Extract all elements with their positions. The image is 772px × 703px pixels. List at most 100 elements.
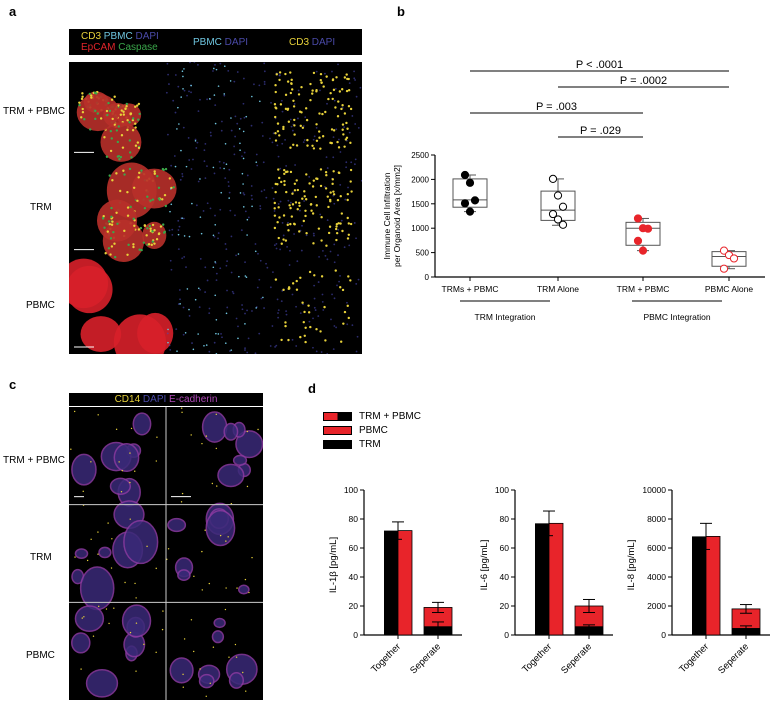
legend-item: TRM + PBMC: [323, 409, 421, 423]
panel-c-header: CD14 DAPI E-cadherin: [69, 393, 263, 406]
data-point: [633, 236, 643, 245]
legend-item: TRM: [323, 437, 421, 451]
y-tick-label: 80: [500, 514, 510, 524]
panel-a-row-label: PBMC: [26, 300, 55, 311]
channel-label: PBMC: [101, 31, 133, 42]
panel-a-header: CD3 PBMC DAPI EpCAM Caspase PBMC DAPI CD3…: [69, 29, 362, 55]
p-value-label: P = .003: [536, 101, 577, 113]
organoid: [235, 430, 264, 459]
organoid: [71, 453, 97, 486]
box: [452, 178, 488, 208]
y-tick-label: 0: [661, 630, 666, 640]
y-axis-label: IL-1β [pg/mL]: [328, 537, 339, 593]
organoid: [201, 411, 228, 443]
panel-d-legend: TRM + PBMC PBMC TRM: [323, 409, 421, 451]
panel-a-row-label: TRM: [30, 202, 52, 213]
organoid: [80, 316, 122, 353]
legend-label: PBMC: [359, 424, 388, 436]
panel-c-row-label: PBMC: [26, 650, 55, 661]
panel-c-micrograph-grid: [69, 407, 264, 700]
panel-a-header-col3: CD3 DAPI: [289, 37, 335, 48]
legend-label: TRM: [359, 438, 381, 450]
data-point: [729, 254, 739, 263]
panel-c-letter: c: [9, 377, 17, 392]
organoid: [123, 519, 159, 565]
organoid: [213, 617, 226, 629]
channel-label: Caspase: [115, 42, 158, 53]
organoid: [74, 548, 89, 559]
channel-label: DAPI: [309, 37, 336, 48]
organoid: [211, 630, 225, 644]
x-tick-label: Together: [520, 641, 554, 675]
organoid: [232, 454, 248, 466]
data-point: [465, 207, 475, 216]
y-tick-label: 10000: [642, 485, 666, 495]
panel-d-bar-charts: 0 20 40 60 80 100 IL-1β [pg/mL] Together Seperat…: [320, 475, 772, 703]
x-tick-label: Seperate: [716, 641, 751, 676]
data-point: [553, 215, 563, 224]
panel-b-letter: b: [397, 4, 405, 19]
panel-a-header-col2: PBMC DAPI: [193, 37, 248, 48]
data-point: [553, 191, 563, 200]
panel-c-row-label: TRM: [30, 552, 52, 563]
panel-a-letter: a: [9, 4, 17, 19]
group-label: PBMC Integration: [643, 312, 710, 322]
panel-a-row-label: TRM + PBMC: [3, 106, 65, 117]
data-point: [719, 246, 729, 255]
x-tick-label: Together: [677, 641, 711, 675]
y-tick-label: 2500: [411, 151, 429, 160]
data-point: [558, 202, 568, 211]
bar-together-trm: [535, 523, 549, 635]
x-tick-label: PBMC Alone: [705, 284, 753, 294]
organoid: [71, 632, 91, 654]
organoid: [74, 605, 105, 633]
channel-label: E-cadherin: [166, 394, 218, 405]
channel-label: CD3: [289, 37, 310, 48]
channel-label: PBMC: [193, 37, 222, 48]
legend-swatch-red: [323, 425, 352, 435]
y-tick-label: 80: [349, 514, 359, 524]
p-value-label: P = .029: [580, 125, 621, 137]
data-point: [465, 178, 475, 187]
panel-c-row-label: TRM + PBMC: [3, 455, 65, 466]
y-tick-label: 500: [416, 249, 430, 258]
organoid: [228, 672, 245, 689]
organoid: [79, 566, 115, 611]
x-tick-label: Seperate: [559, 641, 594, 676]
data-point: [548, 209, 558, 219]
organoid: [98, 546, 112, 559]
x-tick-label: TRM + PBMC: [617, 284, 670, 294]
legend-swatch-split: [323, 411, 352, 421]
organoid: [121, 604, 152, 638]
channel-label: EpCAM: [81, 42, 116, 53]
channel-label: DAPI: [221, 37, 249, 48]
y-tick-label: 20: [500, 601, 510, 611]
y-tick-label: 6000: [647, 543, 666, 553]
data-point: [719, 264, 729, 273]
y-tick-label: 4000: [647, 572, 666, 582]
panel-a-header-col1: CD3 PBMC DAPI EpCAM Caspase: [81, 31, 159, 53]
cytokine-chart: 0 20 40 60 80 100 IL-1β [pg/mL] Together Seperat…: [328, 485, 462, 676]
data-point: [548, 174, 558, 184]
y-tick-label: 1000: [411, 224, 429, 233]
bar-together-trm: [384, 530, 398, 635]
organoid: [223, 422, 239, 441]
legend-swatch-black: [323, 439, 352, 449]
y-tick-label: 60: [349, 543, 359, 553]
organoid: [113, 443, 140, 473]
y-axis-label: IL-8 [pg/mL]: [626, 540, 637, 591]
y-tick-label: 20: [349, 601, 359, 611]
organoid: [131, 168, 177, 209]
x-tick-label: Seperate: [408, 641, 443, 676]
organoid: [198, 673, 215, 689]
y-tick-label: 40: [500, 572, 510, 582]
x-tick-label: TRM Alone: [537, 284, 579, 294]
channel-label: CD3: [81, 31, 102, 42]
y-axis-label: IL-6 [pg/mL]: [479, 540, 490, 591]
data-point: [460, 170, 470, 180]
y-tick-label: 8000: [647, 514, 666, 524]
panel-b-boxplot: 0 500 1000 1500 2000 2500 Immune Cell Infiltra…: [370, 59, 772, 340]
organoid: [237, 584, 250, 595]
organoid: [66, 265, 113, 314]
